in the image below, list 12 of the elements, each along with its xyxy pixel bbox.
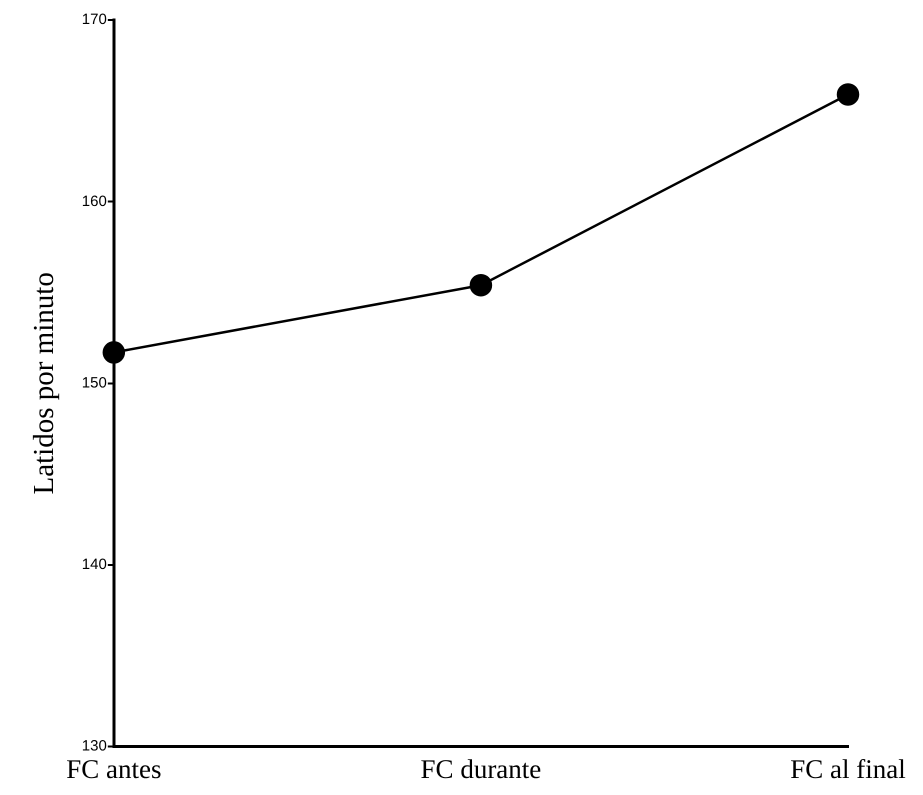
y-tick-label: 150	[82, 374, 107, 392]
point	[470, 274, 492, 296]
y-tick-label: 140	[82, 556, 107, 574]
y-tick-label: 130	[82, 738, 107, 755]
y-tick-label: 170	[82, 11, 107, 28]
y-axis-title: Latidos por minuto	[28, 272, 60, 494]
x-tick-label: FC al final	[790, 754, 906, 784]
point	[102, 341, 126, 364]
point	[836, 83, 860, 106]
x-tick-label: FC antes	[66, 754, 162, 784]
x-tick-label: FC durante	[420, 754, 542, 784]
y-tick-label: 160	[82, 192, 107, 210]
